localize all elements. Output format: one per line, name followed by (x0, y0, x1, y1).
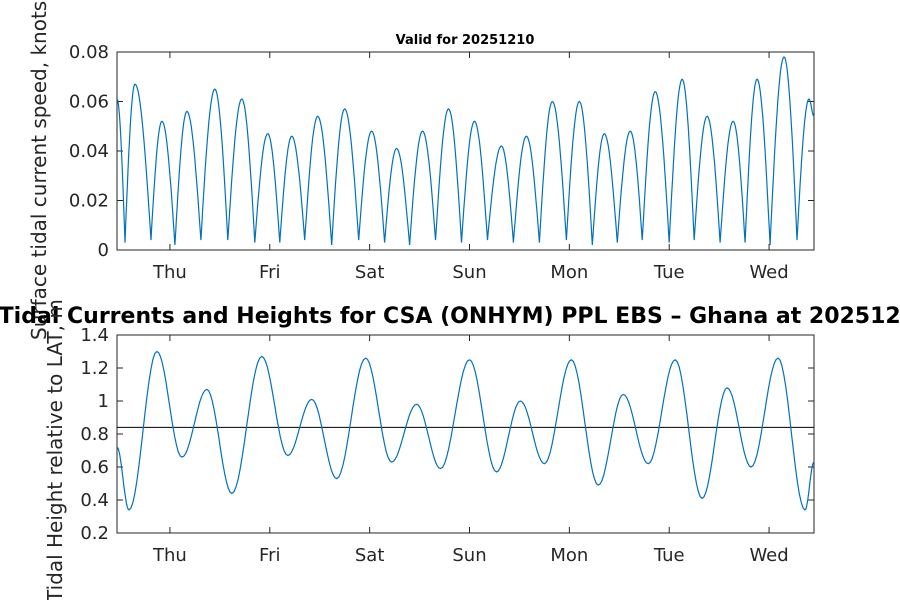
y-tick-label: 0.2 (80, 523, 109, 544)
y-tick-label: 0.6 (80, 457, 109, 478)
x-tick-label: Sat (355, 545, 385, 566)
x-tick-label: Thu (152, 262, 187, 283)
current-y-axis-label: Surface tidal current speed, knots (27, 1, 51, 340)
current-plot-frame (116, 51, 815, 251)
y-tick-label: 0.4 (80, 490, 109, 511)
current-speed-line (116, 56, 815, 246)
y-tick-label: 0 (98, 240, 109, 261)
tidal-height-panel: Tidal Currents and Heights for CSA (ONHY… (0, 299, 900, 600)
tidal-height-line (116, 350, 815, 511)
x-tick-label: Mon (550, 262, 588, 283)
y-tick-label: 0.06 (69, 92, 109, 113)
current-speed-panel: Valid for 20251210 0 0.02 0.04 0.06 0.08 Thu… (27, 1, 815, 340)
y-tick-label: 0.04 (69, 141, 109, 162)
current-x-ticks: Thu Fri Sat Sun Mon Tue Wed (152, 52, 789, 283)
y-tick-label: 1.2 (80, 358, 109, 379)
x-tick-label: Fri (259, 262, 280, 283)
x-tick-label: Wed (749, 262, 788, 283)
height-x-ticks: Thu Fri Sat Sun Mon Tue Wed (152, 335, 789, 566)
y-tick-label: 0.8 (80, 424, 109, 445)
x-tick-label: Tue (653, 262, 685, 283)
y-tick-label: 1.4 (80, 325, 109, 346)
x-tick-label: Tue (653, 545, 685, 566)
current-chart-title: Valid for 20251210 (396, 33, 535, 48)
y-tick-label: 1 (98, 391, 109, 412)
height-chart-title: Tidal Currents and Heights for CSA (ONHY… (0, 304, 900, 329)
x-tick-label: Wed (749, 545, 788, 566)
x-tick-label: Fri (259, 545, 280, 566)
y-tick-label: 0.08 (69, 42, 109, 63)
height-y-ticks: 0.2 0.4 0.6 0.8 1 1.2 1.4 (80, 325, 814, 544)
x-tick-label: Thu (152, 545, 187, 566)
x-tick-label: Mon (550, 545, 588, 566)
x-tick-label: Sun (452, 545, 486, 566)
x-tick-label: Sun (452, 262, 486, 283)
current-y-ticks: 0 0.02 0.04 0.06 0.08 (69, 42, 814, 261)
x-tick-label: Sat (355, 262, 385, 283)
height-y-axis-label: Tidal Height relative to LAT, m (43, 299, 67, 600)
y-tick-label: 0.02 (69, 191, 109, 212)
